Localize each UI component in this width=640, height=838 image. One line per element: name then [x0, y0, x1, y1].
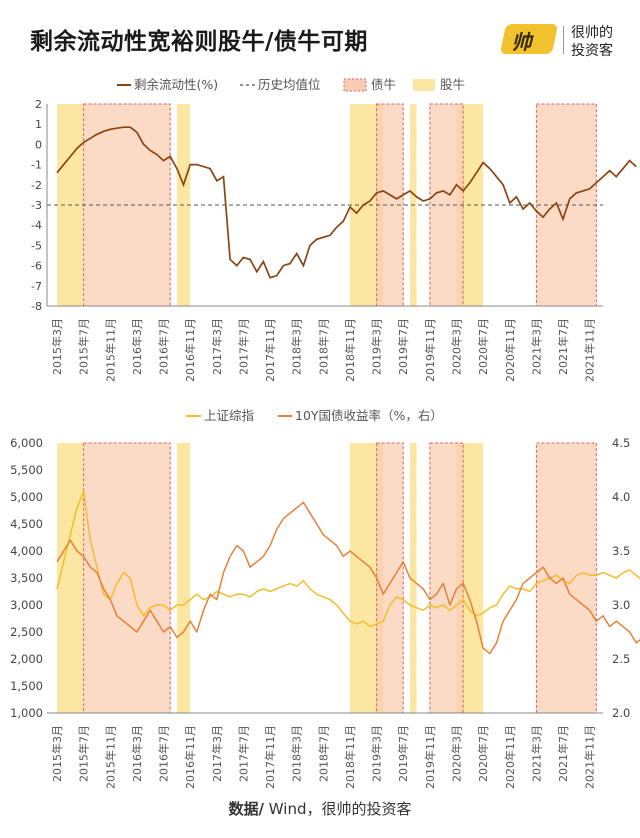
y-tick-label: -4 [31, 219, 42, 232]
x-tick-label: 2019年11月 [423, 318, 437, 382]
y-tick-label-right: 4.5 [612, 436, 630, 450]
legend-label-average: 历史均值位 [258, 77, 321, 92]
x-tick-label: 2019年11月 [423, 725, 437, 789]
legend-label-liquidity: 剩余流动性(%) [134, 77, 218, 92]
x-tick-label: 2020年11月 [503, 318, 517, 382]
bond-bull-band [429, 442, 464, 714]
x-tick-label: 2021年7月 [556, 725, 570, 782]
x-tick-label: 2015年11月 [103, 725, 117, 789]
y-tick-label-right: 2.5 [612, 652, 630, 666]
x-tick-label: 2021年11月 [583, 725, 597, 789]
x-tick-label: 2019年3月 [370, 725, 384, 782]
x-tick-label: 2018年11月 [343, 318, 357, 382]
x-tick-label: 2016年11月 [183, 318, 197, 382]
x-tick-label: 2020年11月 [503, 725, 517, 789]
bond-bull-band [83, 442, 171, 714]
y-tick-label-left: 1,500 [10, 679, 43, 693]
legend-label-bond-yield: 10Y国债收益率（%，右） [295, 408, 443, 423]
charts-svg: 剩余流动性(%) 历史均值位 债牛 股牛 2 1 0 -1 -2 -3 -4 -5 -6 -7 -8 2015… [10, 77, 640, 789]
x-tick-label: 2018年3月 [290, 318, 304, 375]
y-tick-label: -7 [31, 280, 42, 293]
x-tick-label: 2015年7月 [77, 725, 91, 782]
y-tick-label: -2 [31, 179, 42, 192]
x-tick-label: 2021年7月 [556, 318, 570, 375]
page-title: 剩余流动性宽裕则股牛/债牛可期 [30, 29, 368, 55]
logo-divider [563, 26, 564, 54]
stock-bull-band [57, 443, 84, 713]
stock-bull-band [176, 443, 191, 713]
legend-label-shanghai: 上证综指 [204, 408, 254, 423]
source-label: 数据/ [228, 800, 264, 818]
y-tick-label-left: 2,000 [10, 652, 43, 666]
y-tick-label-left: 2,500 [10, 625, 43, 639]
x-tick-label: 2019年3月 [370, 318, 384, 375]
y-tick-label-left: 5,000 [10, 490, 43, 504]
y-tick-label: 0 [35, 138, 42, 151]
x-tick-label: 2017年7月 [236, 725, 250, 782]
x-tick-label: 2015年3月 [50, 725, 64, 782]
logo-line2: 投资客 [571, 43, 613, 59]
source-text: Wind，很帅的投资客 [264, 800, 412, 818]
legend-label-stock-bull: 股牛 [440, 77, 465, 92]
x-tick-label: 2021年3月 [529, 318, 543, 375]
y-tick-label-left: 3,500 [10, 571, 43, 585]
x-tick-label: 2019年7月 [396, 318, 410, 375]
y-tick-label: -8 [31, 300, 42, 313]
y-tick-label-left: 3,000 [10, 598, 43, 612]
source-note: 数据/ Wind，很帅的投资客 [0, 798, 640, 819]
y-tick-label-left: 5,500 [10, 463, 43, 477]
brand-logo: 帅 很帅的 投资客 [499, 20, 623, 60]
x-tick-label: 2017年11月 [263, 725, 277, 789]
y-tick-label-left: 1,000 [10, 706, 43, 720]
y-tick-label: -5 [31, 239, 42, 252]
x-tick-label: 2016年7月 [157, 725, 171, 782]
x-tick-label: 2021年3月 [529, 725, 543, 782]
x-tick-label: 2015年3月 [50, 318, 64, 375]
series-line-shanghai [56, 490, 640, 628]
y-tick-label: -3 [31, 199, 42, 212]
y-tick-label-right: 3.0 [612, 598, 630, 612]
x-tick-label: 2016年3月 [130, 725, 144, 782]
x-tick-label: 2017年7月 [236, 318, 250, 375]
bond-bull-band [535, 442, 597, 714]
x-tick-label: 2017年11月 [263, 318, 277, 382]
x-tick-label: 2017年3月 [210, 725, 224, 782]
x-tick-label: 2020年3月 [450, 318, 464, 375]
x-tick-label: 2016年11月 [183, 725, 197, 789]
series-line-bond-yield [56, 501, 640, 655]
bond-bull-band [376, 442, 404, 714]
y-tick-label: -6 [31, 260, 42, 273]
y-tick-label-left: 6,000 [10, 436, 43, 450]
y-tick-label: -1 [31, 159, 42, 172]
x-tick-label: 2021年11月 [583, 318, 597, 382]
x-tick-label: 2018年7月 [316, 725, 330, 782]
y-tick-label-right: 2.0 [612, 706, 630, 720]
y-tick-label-right: 4.0 [612, 490, 630, 504]
x-tick-label: 2018年7月 [316, 318, 330, 375]
legend-swatch-stock-bull [413, 79, 435, 91]
x-tick-label: 2020年7月 [476, 318, 490, 375]
x-tick-label: 2015年11月 [103, 318, 117, 382]
x-tick-label: 2018年3月 [290, 725, 304, 782]
y-tick-label: 2 [35, 98, 42, 111]
logo-line1: 很帅的 [571, 25, 613, 41]
x-tick-label: 2015年7月 [77, 318, 91, 375]
x-tick-label: 2016年7月 [157, 318, 171, 375]
y-tick-label-left: 4,000 [10, 544, 43, 558]
x-tick-label: 2016年3月 [130, 318, 144, 375]
y-tick-label-left: 4,500 [10, 517, 43, 531]
x-tick-label: 2020年7月 [476, 725, 490, 782]
x-tick-label: 2018年11月 [343, 725, 357, 789]
series-line-liquidity [56, 126, 637, 279]
x-tick-label: 2020年3月 [450, 725, 464, 782]
y-tick-label: 1 [35, 118, 42, 131]
x-tick-label: 2019年7月 [396, 725, 410, 782]
y-tick-label-right: 3.5 [612, 544, 630, 558]
stock-bull-band [409, 443, 417, 713]
legend-label-bond-bull: 债牛 [371, 77, 396, 92]
x-tick-label: 2017年3月 [210, 318, 224, 375]
legend-swatch-bond-bull [343, 78, 367, 92]
